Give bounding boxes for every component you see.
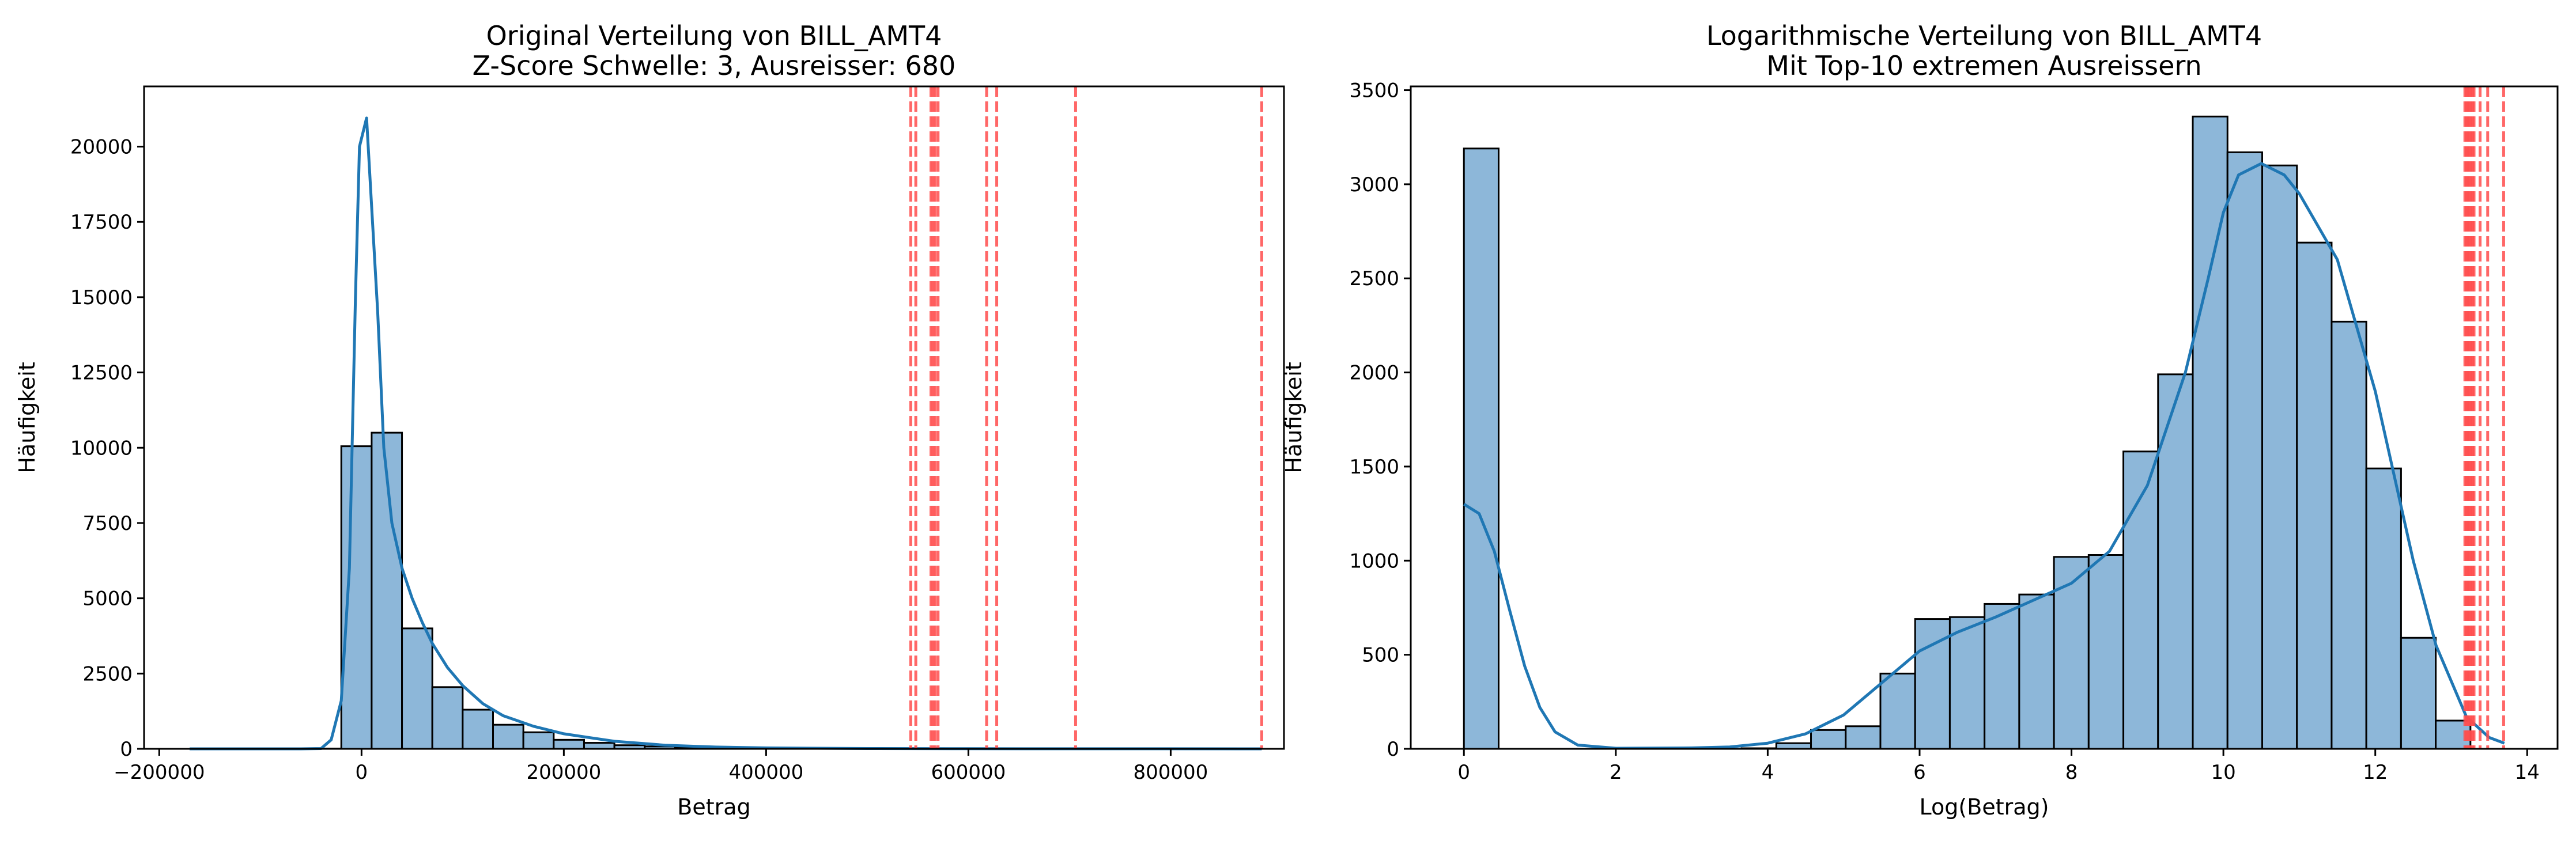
y-axis-label: Häufigkeit [14,362,40,473]
x-tick-label: 2 [1610,761,1622,784]
chart-subtitle: Mit Top-10 extremen Ausreissern [1766,50,2201,81]
x-axis-label: Log(Betrag) [1920,794,2049,820]
x-axis-label: Betrag [677,794,750,820]
y-tick-label: 1000 [1349,550,1399,573]
bars [310,431,1101,750]
histogram-bar [2365,467,2402,750]
y-tick-label: 15000 [70,286,133,309]
histogram-bar [2157,373,2194,750]
chart-subtitle: Z-Score Schwelle: 3, Ausreisser: 680 [473,50,956,81]
histogram-bar [2018,593,2055,750]
y-axis-label: Häufigkeit [1281,362,1306,473]
histogram-bar [401,627,433,750]
histogram-bar [1463,147,1499,750]
y-tick-label: 2500 [82,662,133,685]
x-tick-label: 4 [1762,761,1774,784]
kde-line [190,116,1262,751]
y-tick-label: 12500 [70,362,133,385]
histogram-bar [1948,616,1986,750]
histogram-log: 0 500 1000 1500 2000 2500 3000 3500 0 2 4 6 8 10 12 14 L… [1281,20,2559,820]
y-tick-label: 500 [1362,644,1399,667]
histogram-bar [1914,618,1951,750]
bars [1463,115,2472,750]
axes-frame [1410,85,2559,750]
y-tick-label: 2000 [1349,362,1399,385]
x-tick-label: −200000 [114,761,205,784]
x-tick-label: 8 [2065,761,2078,784]
x-tick-label: 400000 [728,761,803,784]
chart-title: Logarithmische Verteilung von BILL_AMT4 [1706,20,2262,51]
x-tick-label: 12 [2363,761,2388,784]
histogram-bar [431,686,464,750]
histogram-original: 0 2500 5000 7500 10000 12500 15000 17500 20000 −2… [14,20,1285,820]
y-tick-label: 5000 [82,588,133,611]
x-tick-label: 0 [1457,761,1470,784]
x-tick-label: 200000 [526,761,601,784]
histogram-bar [340,445,373,750]
x-tick-label: 6 [1913,761,1926,784]
axes-frame [143,85,1285,750]
histogram-bar [2226,151,2263,750]
y-tick-label: 3500 [1349,79,1399,103]
x-tick-label: 0 [356,761,368,784]
histogram-bar [1845,725,1882,750]
histogram-bar [371,431,403,750]
chart-title: Original Verteilung von BILL_AMT4 [486,20,942,51]
x-tick-label: 800000 [1134,761,1208,784]
x-tick-label: 10 [2211,761,2235,784]
histogram-bar [583,742,615,750]
histogram-bar [1810,729,1847,750]
histogram-bar [2087,554,2125,750]
kde-line [1463,162,2505,750]
y-tick-label: 10000 [70,437,133,460]
histogram-bar [2053,556,2090,750]
x-tick-label: 600000 [931,761,1006,784]
y-tick-label: 7500 [82,512,133,535]
y-tick-label: 0 [120,738,133,761]
histogram-bar [2261,164,2298,750]
histogram-bar [492,723,524,750]
y-tick-label: 3000 [1349,173,1399,196]
histogram-bar [2296,241,2333,750]
y-tick-label: 2500 [1349,267,1399,290]
y-tick-label: 20000 [70,136,133,159]
histogram-bar [462,709,494,750]
y-tick-label: 0 [1387,738,1399,761]
y-tick-label: 1500 [1349,456,1399,479]
histogram-bar [1879,672,1916,750]
histogram-bar [2331,320,2367,750]
y-tick-label: 17500 [70,211,133,234]
histogram-bar [522,731,555,750]
histogram-bar [2122,450,2159,750]
histogram-bar [553,738,585,750]
x-tick-label: 14 [2515,761,2540,784]
histogram-bar [2400,637,2437,750]
histogram-bar [1984,603,2020,750]
